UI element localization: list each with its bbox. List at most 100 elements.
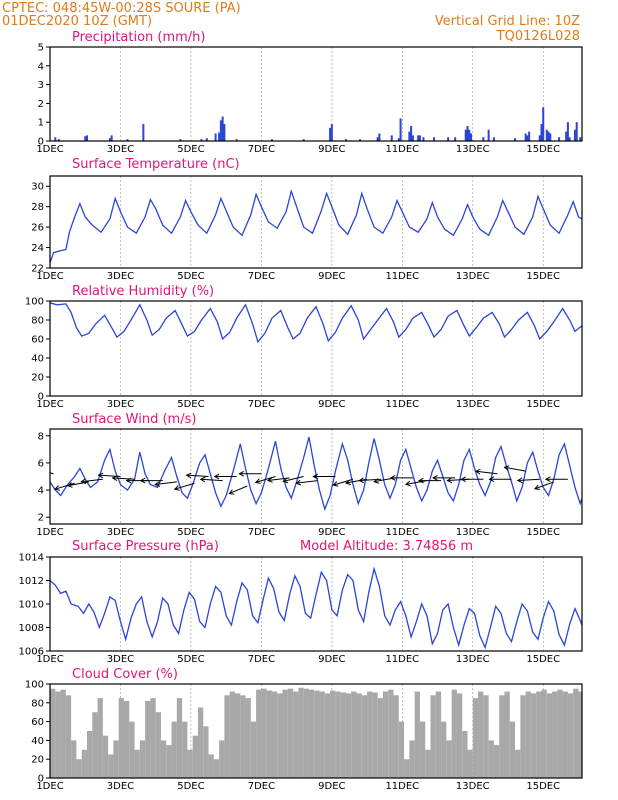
wind-arrow xyxy=(255,476,276,483)
cloud-bar xyxy=(213,759,220,778)
cloud-bar xyxy=(81,749,87,778)
wind-arrow-head xyxy=(460,476,466,483)
cloud-bar xyxy=(187,749,193,778)
cloud-bar xyxy=(557,689,563,778)
wind-arrow-head xyxy=(533,484,540,490)
cloud-bar xyxy=(102,735,109,778)
y-tick-label: 100 xyxy=(25,297,44,308)
cloud-bar xyxy=(462,731,468,778)
cloud-bar xyxy=(139,740,146,778)
cloud-bar xyxy=(171,721,177,778)
cloud-bar xyxy=(234,693,241,778)
y-tick-label: 20 xyxy=(31,373,44,384)
wind-arrow-head xyxy=(282,477,289,484)
y-tick-label: 80 xyxy=(31,316,44,327)
wind-arrow-head xyxy=(418,477,424,484)
precip-bar xyxy=(565,131,568,141)
wind-arrow xyxy=(475,470,498,475)
cloud-bar xyxy=(277,693,283,778)
panel-title: Relative Humidity (%) xyxy=(72,284,214,299)
plot-area xyxy=(50,189,582,264)
precip-bar xyxy=(568,137,571,141)
panel-frame xyxy=(49,46,583,142)
y-tick-label: 4 xyxy=(38,486,44,497)
cloud-bar xyxy=(65,695,72,778)
header-station: CPTEC: 048:45W-00:28S SOURE (PA) xyxy=(2,1,241,16)
y-tick-label: 26 xyxy=(31,223,44,234)
x-tick-label: 7DEC xyxy=(248,781,275,792)
cloud-bar xyxy=(335,691,341,778)
series-line xyxy=(50,566,582,650)
panel-title: Precipitation (mm/h) xyxy=(72,30,205,45)
cloud-bar xyxy=(71,740,77,778)
plot-area xyxy=(50,302,582,344)
x-tick-label: 15DEC xyxy=(526,654,560,665)
precip-bar xyxy=(126,139,129,141)
wind-arrow-head xyxy=(488,476,495,483)
cloud-bar xyxy=(404,759,410,778)
precip-bar xyxy=(447,137,450,141)
x-tick-label: 15DEC xyxy=(526,781,560,792)
x-tick-label: 5DEC xyxy=(177,271,204,282)
wind-arrow-head xyxy=(154,481,161,487)
cloud-bar xyxy=(208,754,214,778)
x-tick-label: 5DEC xyxy=(177,144,204,155)
wind-arrow xyxy=(504,466,526,472)
wind-arrow-head xyxy=(80,478,87,485)
panel-frame xyxy=(49,556,583,652)
cloud-bar xyxy=(118,698,124,778)
cloud-bar xyxy=(388,689,394,778)
x-tick-label: 1DEC xyxy=(36,781,63,792)
plot-area xyxy=(50,687,582,778)
x-tick-label: 11DEC xyxy=(385,781,419,792)
precip-bar xyxy=(566,122,569,141)
wind-arrow xyxy=(186,474,209,477)
cloud-bar xyxy=(60,689,66,778)
panel-frame xyxy=(49,683,583,779)
cloud-bar xyxy=(330,690,336,778)
precip-bar xyxy=(223,124,226,141)
precip-bar xyxy=(528,131,531,141)
header-date: 01DEC2020 10Z (GMT) xyxy=(2,14,152,29)
wind-arrow-head xyxy=(432,475,438,481)
cloud-bar xyxy=(499,695,505,778)
cloud-bar xyxy=(488,740,494,778)
precip-bar xyxy=(538,135,541,141)
x-tick-label: 13DEC xyxy=(456,144,490,155)
cloud-bar xyxy=(361,695,368,778)
wind-arrow-head xyxy=(404,480,411,487)
y-tick-label: 3 xyxy=(38,80,44,91)
x-tick-label: 13DEC xyxy=(456,654,490,665)
precip-bar xyxy=(359,139,362,141)
cloud-bar xyxy=(340,692,346,778)
wind-arrow-head xyxy=(254,478,261,484)
cloud-bar xyxy=(525,691,531,778)
precip-bar xyxy=(487,129,490,141)
cloud-bar xyxy=(541,689,547,778)
cloud-bar xyxy=(250,721,257,778)
wind-arrow-head xyxy=(332,481,339,487)
x-tick-label: 9DEC xyxy=(318,399,345,410)
precip-bar xyxy=(470,133,473,141)
plot-area xyxy=(54,107,582,141)
cloud-bar xyxy=(97,698,103,778)
panel-wind: 1DEC 3DEC 5DEC 7DEC 9DEC 11DEC 13DEC 15DEC 2 4 6 8 S… xyxy=(36,412,583,538)
cloud-bar xyxy=(266,690,272,778)
y-tick-label: 8 xyxy=(38,431,44,442)
cloud-bar xyxy=(562,691,568,778)
cloud-bar xyxy=(377,698,383,778)
x-tick-label: 3DEC xyxy=(107,271,134,282)
precip-bar xyxy=(526,135,529,141)
y-tick-label: 1008 xyxy=(19,623,44,634)
wind-arrow-head xyxy=(238,470,245,477)
wind-arrow-head xyxy=(228,489,235,495)
cloud-bar xyxy=(203,726,209,778)
wind-arrow-head xyxy=(111,475,118,481)
precip-bar xyxy=(54,137,57,141)
x-tick-label: 15DEC xyxy=(526,271,560,282)
x-tick-label: 7DEC xyxy=(248,271,275,282)
cloud-bar xyxy=(324,693,331,778)
cloud-bar xyxy=(166,745,172,778)
x-tick-label: 3DEC xyxy=(107,527,134,538)
precip-bar xyxy=(573,129,576,141)
